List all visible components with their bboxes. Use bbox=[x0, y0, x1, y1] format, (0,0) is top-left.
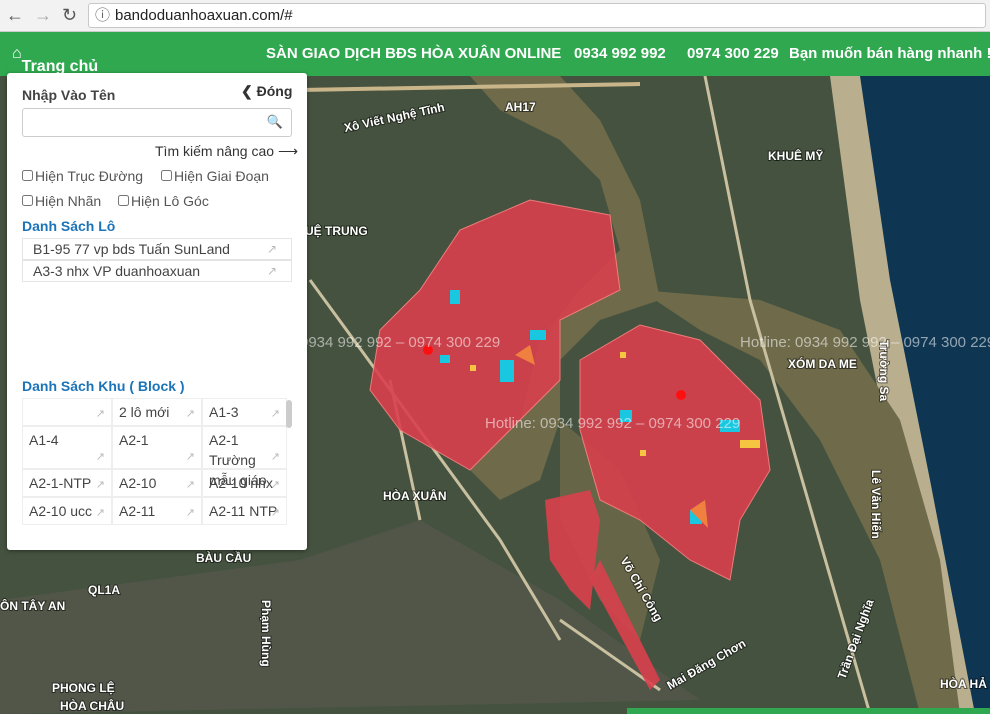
block-item[interactable]: A2-10 ↗ bbox=[112, 469, 202, 497]
lot-text: B1-95 77 vp bds Tuấn SunLand bbox=[33, 241, 230, 257]
option-text: Hiện Trục Đường bbox=[35, 168, 144, 184]
external-link-icon[interactable]: ↗ bbox=[270, 451, 280, 463]
lot-text: A3-3 nhx VP duanhoaxuan bbox=[33, 263, 201, 279]
map-label: ÔN TÂY AN bbox=[0, 598, 65, 613]
close-button[interactable]: ❮ Đóng bbox=[241, 83, 293, 99]
search-label: Nhập Vào Tên bbox=[22, 87, 116, 103]
map-label: HÒA HẢ bbox=[940, 676, 987, 691]
header-slogan: Bạn muốn bán hàng nhanh ! bbox=[789, 45, 990, 62]
map-label: PHONG LỆ bbox=[52, 680, 115, 695]
external-link-icon[interactable]: ↗ bbox=[185, 479, 195, 491]
block-text: A1-4 bbox=[29, 432, 59, 448]
map-label: Phạm Hùng bbox=[259, 600, 273, 667]
option-checkbox[interactable]: Hiện Lô Góc bbox=[118, 193, 209, 209]
external-link-icon[interactable]: ↗ bbox=[270, 408, 280, 420]
search-input[interactable]: 🔍 bbox=[22, 108, 292, 137]
block-text: A2-10 nhx bbox=[209, 475, 273, 491]
block-text: A1-3 bbox=[209, 404, 239, 420]
checkbox[interactable] bbox=[118, 195, 129, 206]
watermark: 0934 992 992 – 0974 300 229 bbox=[300, 334, 500, 351]
external-link-icon[interactable]: ↗ bbox=[270, 479, 280, 491]
checkbox[interactable] bbox=[161, 170, 172, 181]
external-link-icon[interactable]: ↗ bbox=[185, 507, 195, 519]
map-label: XÓM DA ME bbox=[788, 356, 857, 371]
external-link-icon[interactable]: ↗ bbox=[266, 242, 277, 256]
option-text: Hiện Nhãn bbox=[35, 193, 102, 209]
map-label: AH17 bbox=[505, 100, 536, 114]
block-text: A2-11 bbox=[119, 503, 156, 519]
option-text: Hiện Lô Góc bbox=[131, 193, 209, 209]
map-label: UỆ TRUNG bbox=[305, 223, 368, 238]
map-label: Trường Sa bbox=[877, 340, 891, 402]
lot-item[interactable]: B1-95 77 vp bds Tuấn SunLand ↗ bbox=[22, 238, 292, 260]
block-item[interactable]: A2-1 ↗ bbox=[112, 426, 202, 469]
block-item[interactable]: A1-3 ↗ bbox=[202, 398, 287, 426]
option-checkbox[interactable]: Hiện Trục Đường bbox=[22, 168, 143, 184]
block-item[interactable]: A1-4 ↗ bbox=[22, 426, 112, 469]
header-phone[interactable]: 0974 300 229 bbox=[687, 45, 779, 62]
home-link[interactable]: ⌂ Trang chủ bbox=[12, 45, 99, 75]
block-text: 2 lô mới bbox=[119, 404, 170, 420]
header-title: SÀN GIAO DỊCH BĐS HÒA XUÂN ONLINE bbox=[266, 45, 562, 62]
block-item[interactable]: A2-10 nhx ↗ bbox=[202, 469, 287, 497]
blocks-title: Danh Sách Khu ( Block ) bbox=[22, 378, 185, 394]
option-text: Hiện Giai Đoạn bbox=[174, 168, 269, 184]
external-link-icon[interactable]: ↗ bbox=[95, 479, 105, 491]
search-icon[interactable]: 🔍 bbox=[266, 114, 283, 129]
checkbox[interactable] bbox=[22, 195, 33, 206]
block-item[interactable]: ↗ bbox=[22, 398, 112, 426]
header-phone[interactable]: 0934 992 992 bbox=[574, 45, 666, 62]
map-label: HÒA XUÂN bbox=[383, 488, 447, 503]
back-button[interactable]: ← bbox=[6, 5, 24, 25]
watermark: Hotline: 0934 992 992 – 0974 300 229 bbox=[740, 334, 990, 351]
block-item[interactable]: 2 lô mới ↗ bbox=[112, 398, 202, 426]
search-panel: Nhập Vào Tên ❮ Đóng 🔍 Tìm kiếm nâng cao … bbox=[7, 73, 307, 550]
block-item[interactable]: A2-1-NTP ↗ bbox=[22, 469, 112, 497]
advanced-search-link[interactable]: Tìm kiếm nâng cao ⟶ bbox=[155, 143, 299, 159]
external-link-icon[interactable]: ↗ bbox=[185, 408, 195, 420]
block-item[interactable]: A2-10 ucc ↗ bbox=[22, 497, 112, 525]
watermark: Hotline: 0934 992 992 – 0974 300 229 bbox=[485, 415, 740, 432]
external-link-icon[interactable]: ↗ bbox=[270, 507, 280, 519]
block-item[interactable]: A2-1 Trường mẫu giáo ↗ bbox=[202, 426, 287, 488]
checkbox[interactable] bbox=[22, 170, 33, 181]
block-text: A2-1-NTP bbox=[29, 475, 92, 491]
map-label: QL1A bbox=[88, 583, 120, 597]
option-checkbox[interactable]: Hiện Nhãn bbox=[22, 193, 101, 209]
block-item[interactable]: A2-11 ↗ bbox=[112, 497, 202, 525]
map-label: HÒA CHÂU bbox=[60, 698, 124, 713]
blocks-grid: ↗ 2 lô mới ↗ A1-3 ↗ A1-4 ↗ A2-1 ↗ A2-1 Trường mẫu… bbox=[22, 398, 294, 525]
block-text: A2-10 bbox=[119, 475, 157, 491]
block-text: A2-10 ucc bbox=[29, 503, 93, 519]
map-label: Lê Văn Hiến bbox=[869, 470, 883, 539]
forward-button[interactable]: → bbox=[34, 5, 52, 25]
close-text: Đóng bbox=[256, 83, 293, 99]
advanced-text: Tìm kiếm nâng cao bbox=[155, 143, 275, 159]
url-text: bandoduanhoaxuan.com/# bbox=[115, 7, 293, 24]
block-item[interactable]: A2-11 NTP ↗ bbox=[202, 497, 287, 525]
address-bar[interactable]: ⓘ bandoduanhoaxuan.com/# bbox=[88, 3, 986, 28]
option-checkbox[interactable]: Hiện Giai Đoạn bbox=[161, 168, 269, 184]
external-link-icon[interactable]: ↗ bbox=[185, 451, 195, 463]
map-label: KHUÊ MỸ bbox=[768, 148, 823, 163]
external-link-icon[interactable]: ↗ bbox=[95, 507, 105, 519]
lots-title: Danh Sách Lô bbox=[22, 218, 116, 234]
info-icon: ⓘ bbox=[95, 7, 111, 24]
reload-button[interactable]: ↻ bbox=[62, 5, 78, 25]
site-header: ⌂ Trang chủ SÀN GIAO DỊCH BĐS HÒA XUÂN O… bbox=[0, 32, 990, 76]
external-link-icon[interactable]: ↗ bbox=[266, 264, 277, 278]
block-text: A2-11 NTP bbox=[209, 503, 278, 519]
external-link-icon[interactable]: ↗ bbox=[95, 451, 105, 463]
block-text: A2-1 bbox=[119, 432, 149, 448]
home-text: Trang chủ bbox=[21, 58, 99, 75]
map-label: BÀU CẦU bbox=[196, 550, 251, 565]
browser-toolbar: ← → ↻ ⓘ bandoduanhoaxuan.com/# bbox=[0, 0, 990, 32]
lot-item[interactable]: A3-3 nhx VP duanhoaxuan ↗ bbox=[22, 260, 292, 282]
scrollbar[interactable] bbox=[286, 400, 292, 428]
block-text: A2-1 Trường mẫu giáo bbox=[209, 432, 267, 488]
